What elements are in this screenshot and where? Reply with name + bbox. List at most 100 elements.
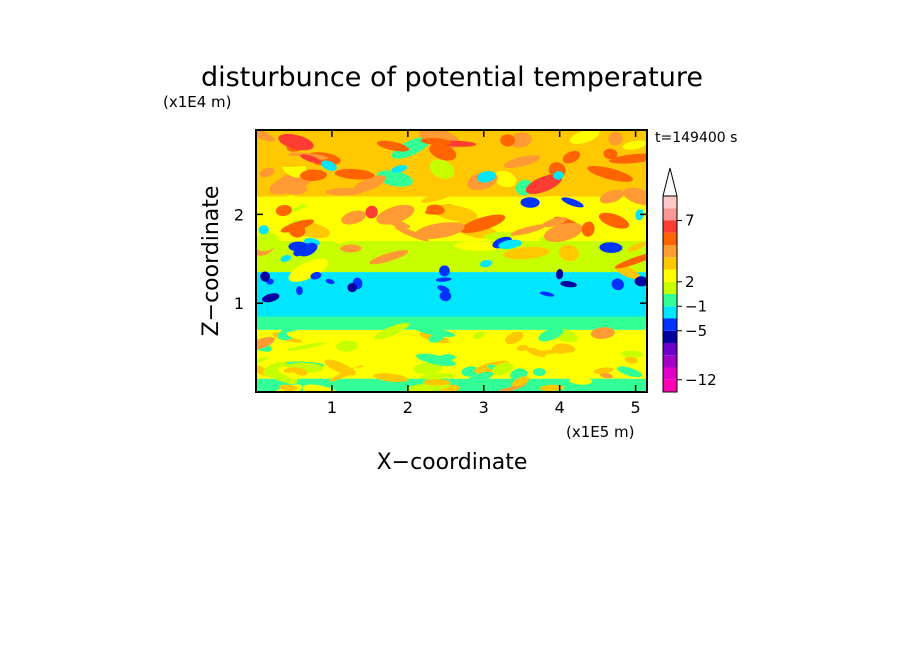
field-patch-122 xyxy=(333,230,362,244)
field-patch-172 xyxy=(439,290,452,302)
field-patch-159 xyxy=(391,165,408,173)
field-patch-18 xyxy=(505,331,524,345)
field-patch-184 xyxy=(310,271,322,280)
x-tick-label-3: 4 xyxy=(555,398,565,417)
field-patch-63 xyxy=(416,353,456,367)
colorbar-level-10 xyxy=(663,257,677,270)
colorbar-level-6 xyxy=(663,306,677,319)
field-patch-162 xyxy=(258,225,269,235)
field-patch-152 xyxy=(365,205,378,219)
colorbar-label-1: −5 xyxy=(685,322,707,340)
field-patch-161 xyxy=(480,259,493,268)
field-patch-178 xyxy=(634,276,647,287)
field-patch-38 xyxy=(378,385,393,392)
colorbar-label-4: 7 xyxy=(685,212,695,230)
field-patch-148 xyxy=(299,169,327,182)
field-patch-35 xyxy=(336,340,358,352)
field-patch-170 xyxy=(298,242,318,257)
field-patch-40 xyxy=(286,342,326,351)
field-patch-84 xyxy=(614,264,641,279)
field-patch-71 xyxy=(587,165,634,182)
field-patch-100 xyxy=(420,189,460,203)
field-patch-180 xyxy=(325,278,335,285)
field-patch-179 xyxy=(611,278,625,291)
field-patch-93 xyxy=(599,189,624,204)
field-patch-41 xyxy=(373,373,409,383)
colorbar-level-11 xyxy=(663,245,677,258)
field-patch-175 xyxy=(556,269,564,280)
colorbar-level-8 xyxy=(663,281,677,294)
field-patch-96 xyxy=(391,136,431,159)
field-patch-130 xyxy=(500,134,515,147)
field-patch-111 xyxy=(460,214,506,234)
field-patch-62 xyxy=(292,367,308,376)
colorbar-level-12 xyxy=(663,232,677,245)
field-patch-65 xyxy=(428,333,444,343)
field-patch-186 xyxy=(347,282,357,293)
field-patch-80 xyxy=(605,217,647,241)
field-patch-132 xyxy=(525,174,563,195)
field-patch-114 xyxy=(454,241,501,251)
field-patch-49 xyxy=(538,327,564,342)
colorbar-level-13 xyxy=(663,220,677,233)
colorbar-extend-triangle xyxy=(662,167,678,197)
colorbar-level-2 xyxy=(663,355,677,368)
field-patch-143 xyxy=(334,168,375,180)
field-patch-136 xyxy=(429,143,457,161)
field-patch-153 xyxy=(561,197,584,208)
field-patch-82 xyxy=(622,140,647,150)
field-patch-119 xyxy=(414,222,465,240)
field-patch-147 xyxy=(608,131,623,146)
y-tick-label-1: 2 xyxy=(234,205,244,224)
field-patch-28 xyxy=(415,326,456,337)
field-patch-46 xyxy=(620,350,644,358)
field-patch-154 xyxy=(635,209,644,221)
field-band-2 xyxy=(256,316,647,330)
field-patch-176 xyxy=(539,291,555,297)
field-patch-133 xyxy=(278,133,314,151)
field-patch-22 xyxy=(487,384,513,390)
field-patch-51 xyxy=(373,322,410,340)
y-tick-label-0: 1 xyxy=(234,294,244,313)
field-patch-66 xyxy=(551,343,571,354)
field-patch-165 xyxy=(477,171,496,183)
field-patch-149 xyxy=(387,219,410,229)
x-tick-label-4: 5 xyxy=(631,398,641,417)
field-patch-123 xyxy=(256,232,279,252)
field-patch-3 xyxy=(466,357,484,366)
field-patch-94 xyxy=(493,170,517,188)
colorbar-level-1 xyxy=(663,367,677,380)
field-patch-67 xyxy=(539,384,565,392)
time-label: t=149400 s xyxy=(655,130,737,146)
field-patch-36 xyxy=(569,377,593,385)
field-patch-135 xyxy=(300,154,321,164)
field-patch-44 xyxy=(352,367,376,373)
field-patch-171 xyxy=(437,285,450,293)
colorbar-level-4 xyxy=(663,330,677,343)
field-patch-140 xyxy=(275,204,292,217)
field-patch-164 xyxy=(321,160,337,171)
field-patch-50 xyxy=(593,367,614,374)
field-patch-90 xyxy=(369,250,409,265)
field-patch-124 xyxy=(429,159,455,179)
colorbar-level-3 xyxy=(663,343,677,356)
field-patch-52 xyxy=(423,379,451,386)
field-patch-160 xyxy=(439,265,450,277)
field-patch-110 xyxy=(509,132,532,148)
x-tick-label-0: 1 xyxy=(327,398,337,417)
field-patch-64 xyxy=(419,373,457,380)
axis-tick-labels: 1 2 3 4 5 1 2 xyxy=(234,205,641,417)
colorbar-frame xyxy=(662,195,678,393)
field-patch-76 xyxy=(288,258,329,282)
field-patch-181 xyxy=(295,286,303,296)
field-patch-168 xyxy=(280,254,292,263)
field-patch-118 xyxy=(627,241,647,252)
field-patch-79 xyxy=(283,195,301,209)
field-patch-27 xyxy=(286,331,320,341)
field-patch-24 xyxy=(526,347,547,357)
field-patch-129 xyxy=(341,210,367,225)
colorbar-label-2: −1 xyxy=(685,297,707,315)
field-patch-58 xyxy=(492,362,513,376)
field-patch-60 xyxy=(265,369,292,383)
